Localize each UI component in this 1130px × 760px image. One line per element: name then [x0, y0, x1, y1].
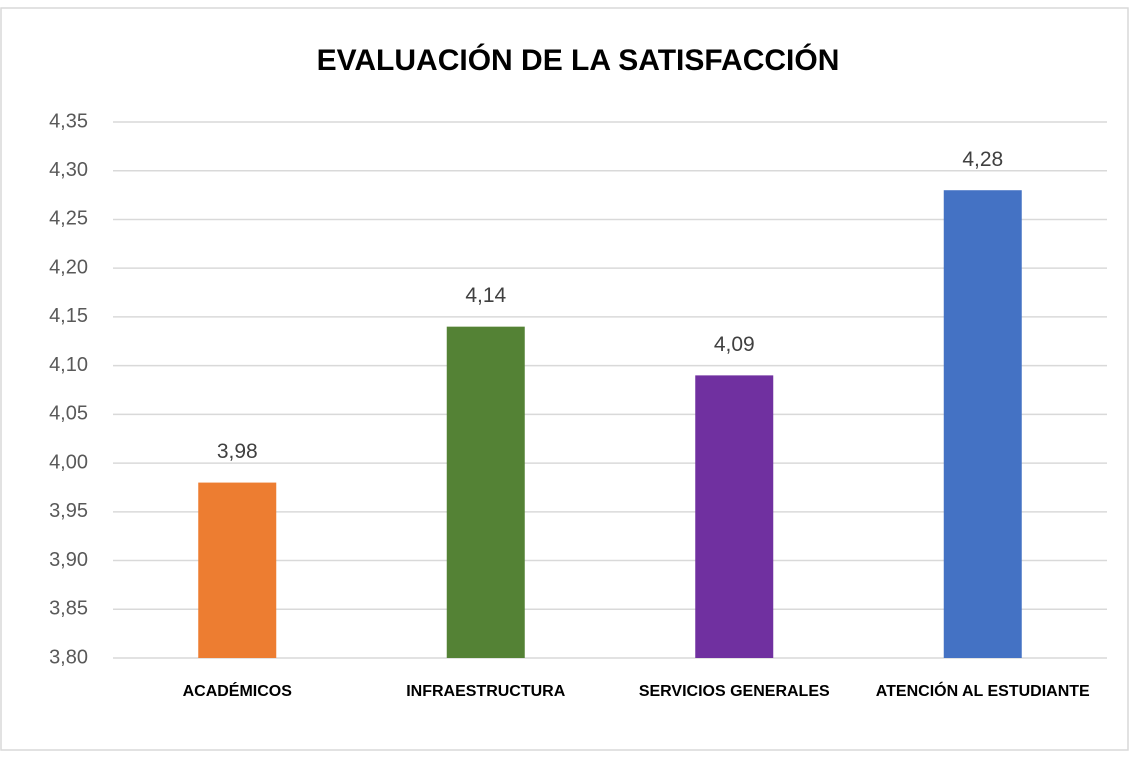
y-tick-label: 3,85 — [49, 598, 88, 620]
data-label: 4,28 — [962, 148, 1003, 171]
data-label: 3,98 — [217, 440, 258, 463]
y-tick-label: 3,80 — [49, 646, 88, 668]
y-tick-label: 4,10 — [49, 354, 88, 376]
y-tick-label: 4,15 — [49, 305, 88, 327]
x-tick-label: INFRAESTRUCTURA — [406, 683, 566, 700]
bar — [695, 375, 774, 658]
bar — [446, 326, 525, 658]
bar — [198, 482, 277, 658]
y-tick-label: 3,90 — [49, 549, 88, 571]
data-label: 4,09 — [714, 333, 755, 356]
chart-frame — [0, 7, 1129, 751]
chart-title: EVALUACIÓN DE LA SATISFACCIÓN — [317, 43, 840, 77]
y-tick-label: 4,05 — [49, 403, 88, 425]
y-tick-label: 4,20 — [49, 256, 88, 278]
y-tick-label: 4,25 — [49, 208, 88, 230]
x-tick-label: SERVICIOS GENERALES — [639, 683, 830, 700]
y-tick-label: 4,00 — [49, 451, 88, 473]
x-tick-label: ATENCIÓN AL ESTUDIANTE — [876, 681, 1090, 700]
x-tick-label: ACADÉMICOS — [183, 681, 293, 700]
y-tick-label: 4,30 — [49, 159, 88, 181]
data-label: 4,14 — [465, 284, 506, 307]
y-tick-label: 4,35 — [49, 110, 88, 132]
y-tick-label: 3,95 — [49, 500, 88, 522]
bar — [943, 190, 1022, 658]
